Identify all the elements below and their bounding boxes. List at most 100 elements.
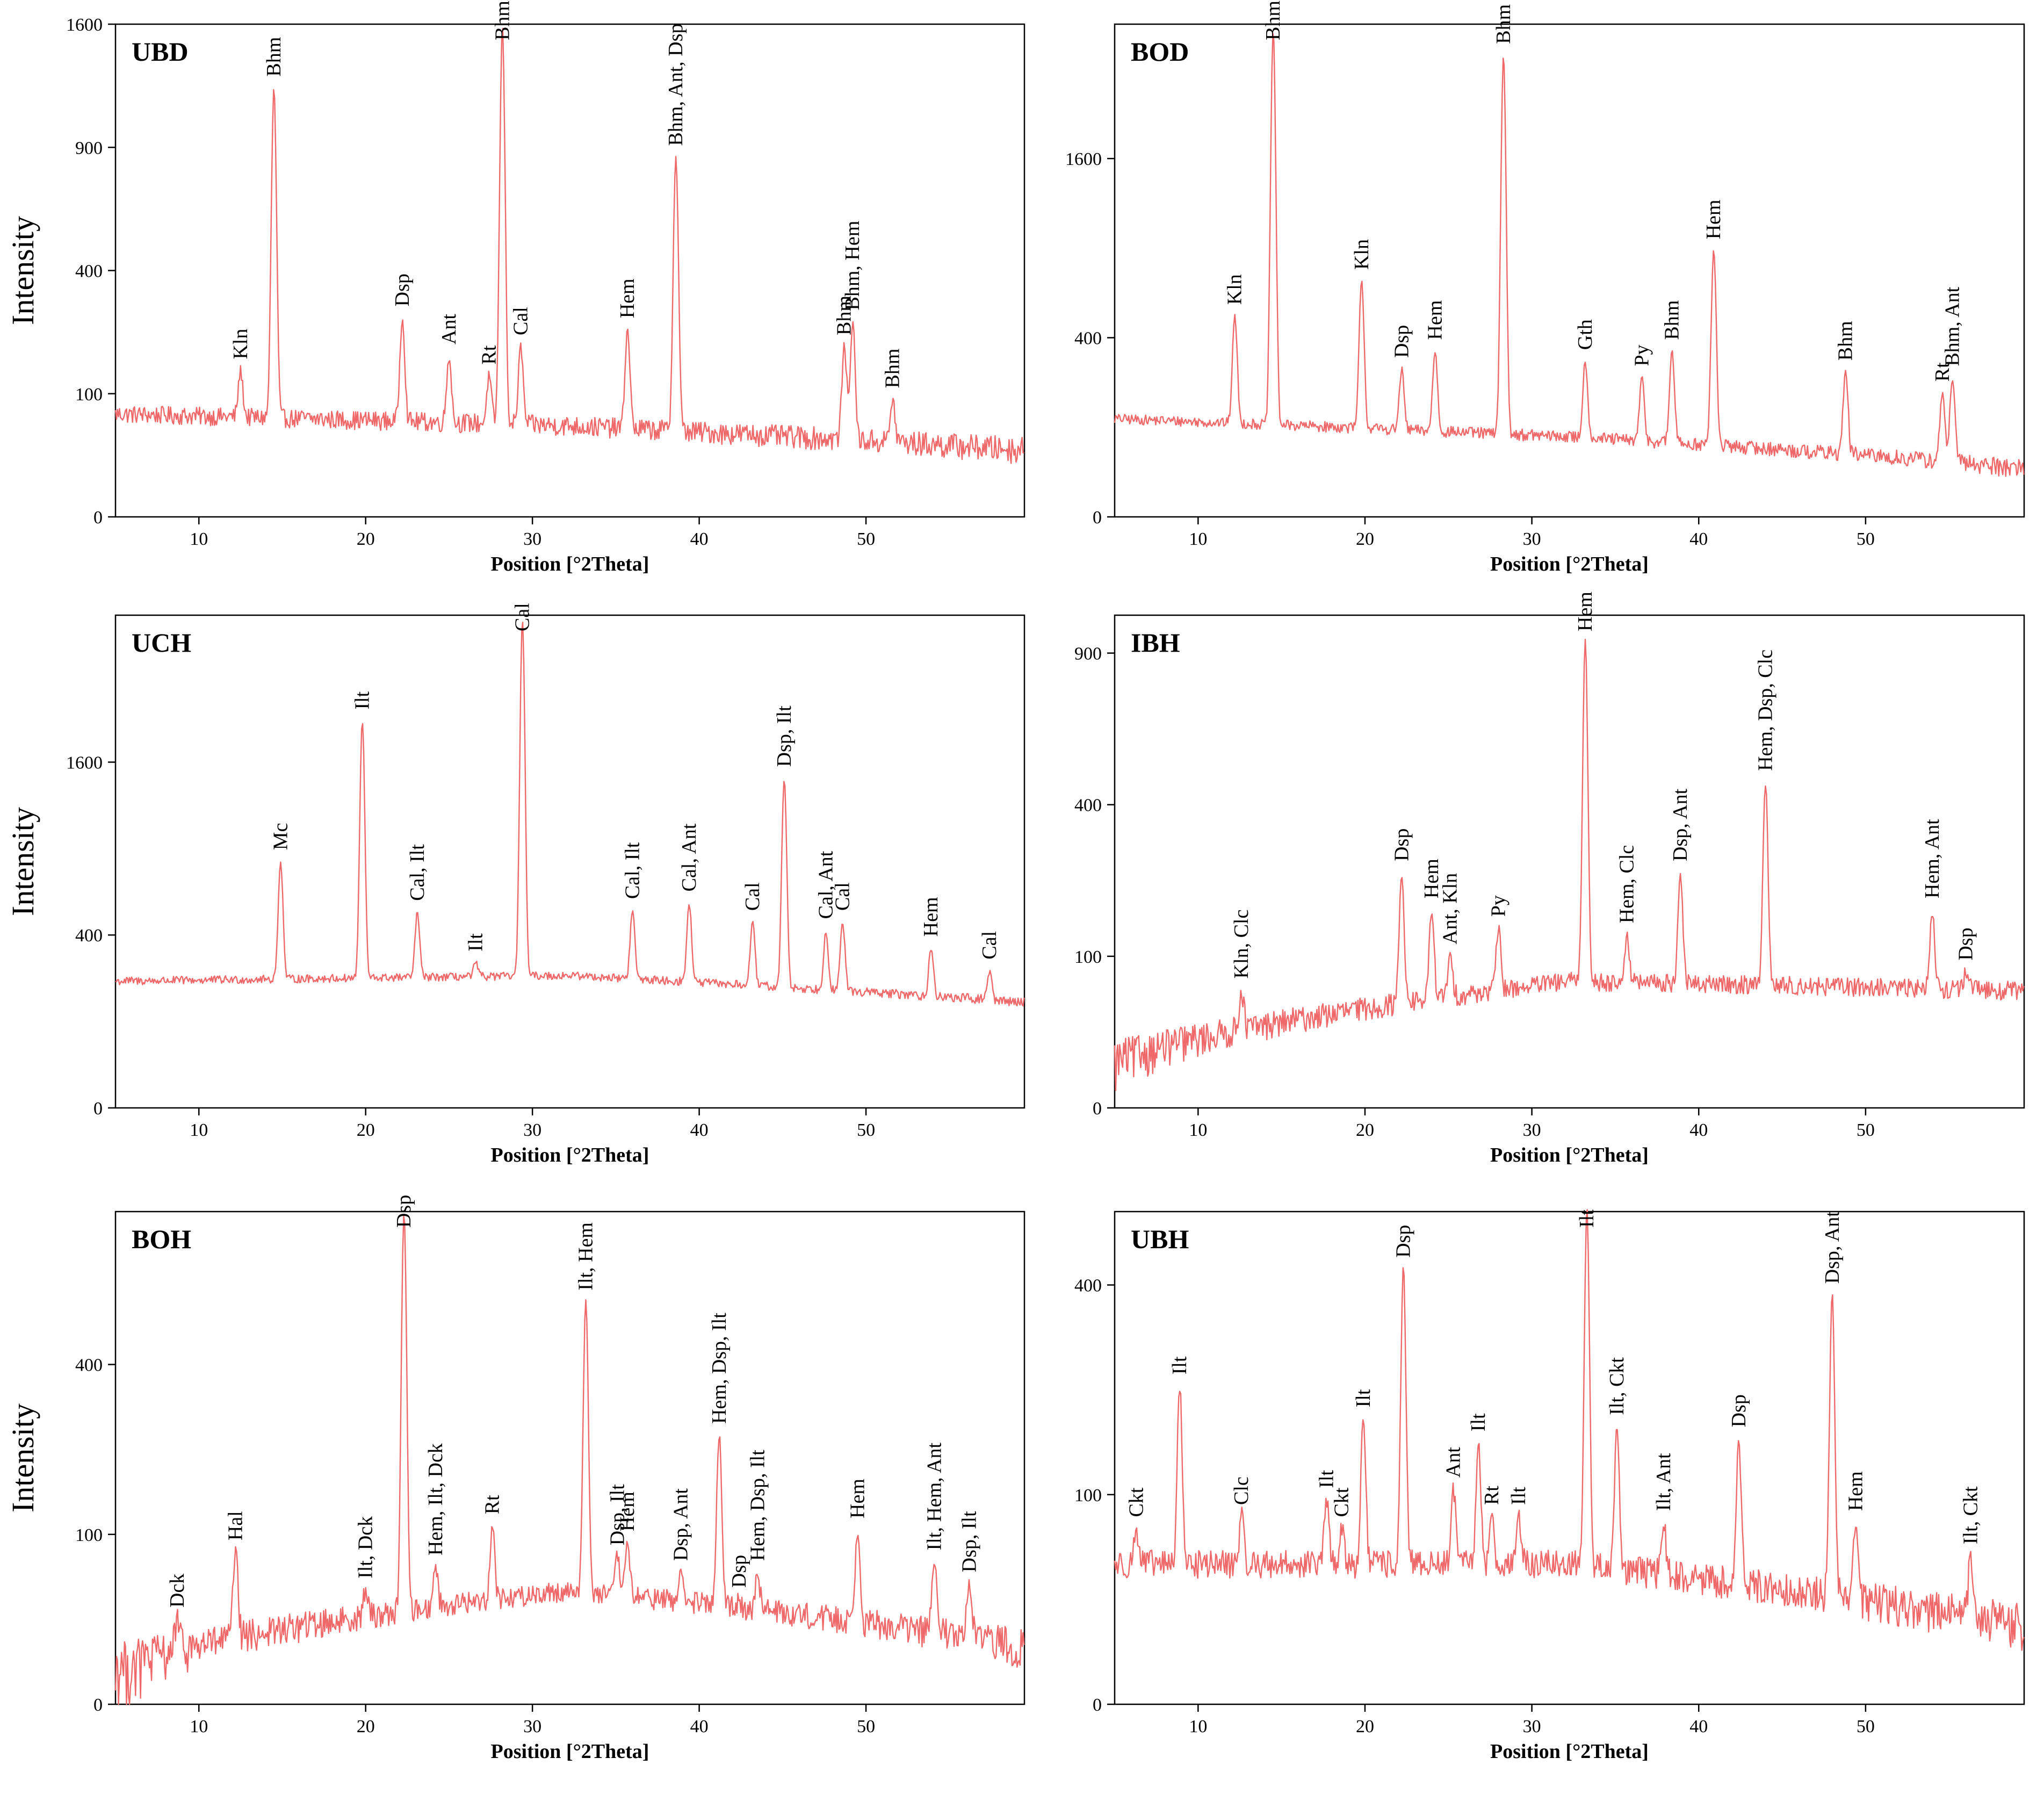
x-tick-label: 20 — [357, 1717, 375, 1737]
peak-label: Hem, Ant — [1921, 819, 1944, 898]
x-axis-label: Position [°2Theta] — [1490, 1740, 1649, 1763]
x-tick-label: 10 — [190, 529, 208, 549]
x-tick-label: 20 — [1356, 529, 1374, 549]
plot-frame — [1114, 614, 2025, 1109]
x-tick-label: 20 — [357, 529, 375, 549]
x-tick-label: 30 — [523, 1120, 541, 1140]
peak-label: Cal, Ilt — [406, 844, 429, 901]
y-tick-label: 100 — [75, 385, 103, 405]
peak-label: Hem — [1574, 592, 1597, 631]
peak-label: Bhm — [1660, 300, 1683, 340]
x-tick-label: 50 — [857, 529, 875, 549]
y-tick-label: 0 — [93, 508, 103, 528]
x-tick-label: 40 — [690, 1717, 709, 1737]
peak-label: Gth — [1574, 319, 1597, 350]
plot-frame — [114, 614, 1025, 1109]
y-tick-label: 1600 — [66, 753, 103, 773]
peak-label: Hal — [224, 1511, 247, 1540]
xrd-trace — [115, 621, 1025, 1007]
peak-label: Cal — [978, 931, 1001, 960]
x-tick-label: 20 — [1356, 1120, 1374, 1140]
y-tick-label: 0 — [93, 1695, 103, 1715]
peak-label: Ant — [1442, 1447, 1465, 1478]
peak-label: Ckt — [1331, 1487, 1353, 1517]
chart-panel-bod: 10 20 30 40 50 0 400 1600 Position [°2Theta] BOD K… — [1065, 1, 2025, 575]
peak-label: Ilt, Dck — [355, 1516, 377, 1579]
peak-label: Dsp, Ilt — [773, 705, 796, 767]
peak-label: Dsp — [1390, 325, 1413, 358]
x-tick-label: 40 — [1689, 1120, 1708, 1140]
x-axis-label: Position [°2Theta] — [1490, 1144, 1649, 1166]
peak-label: Dsp — [1728, 1394, 1750, 1427]
peak-label: Bhm — [833, 296, 856, 335]
peak-label: Kln — [229, 329, 252, 359]
peak-label: Ilt, Hem — [575, 1222, 597, 1291]
x-tick-label: 30 — [523, 529, 541, 549]
panel-title: UCH — [132, 628, 191, 658]
plot-frame — [114, 23, 1025, 518]
peak-label: Bhm, Hem — [841, 221, 864, 311]
peak-label: Cal, Ant — [815, 851, 837, 919]
y-tick-label: 400 — [1074, 796, 1102, 816]
y-tick-label: 0 — [1093, 1695, 1102, 1715]
peak-label: Dsp — [1392, 1225, 1414, 1258]
peak-label: Bhm — [882, 349, 904, 388]
peak-label: Dsp — [1954, 927, 1977, 960]
peak-label: Bhm — [1262, 1, 1284, 40]
peak-label: Ilt — [351, 691, 374, 709]
x-tick-label: 30 — [523, 1717, 541, 1737]
peak-label: Dck — [166, 1574, 189, 1608]
peak-label: Py — [1487, 895, 1509, 917]
y-tick-label: 1600 — [1065, 149, 1102, 169]
x-tick-label: 50 — [857, 1717, 875, 1737]
y-tick-label: 400 — [75, 926, 103, 946]
chart-panel-ubd: 10 20 30 40 50 0 100 400 900 1600 Position [°2Thet… — [5, 1, 1025, 575]
x-tick-label: 20 — [357, 1120, 375, 1140]
peak-label: Dsp — [393, 1195, 415, 1228]
peak-label: Dsp, Ant — [669, 1488, 692, 1561]
peak-label: Hem, Ilt, Dck — [424, 1443, 447, 1555]
peak-label: Ilt — [1315, 1469, 1338, 1488]
peak-label: Rt — [478, 345, 500, 364]
x-axis-label: Position [°2Theta] — [1490, 553, 1649, 575]
y-tick-label: 100 — [1074, 947, 1102, 967]
peak-label: Ant, Kln — [1439, 873, 1461, 945]
xrd-trace — [1114, 33, 2025, 477]
peak-label: Hem, Dsp, Ilt — [708, 1313, 731, 1424]
plot-frame — [1114, 23, 2025, 518]
x-tick-label: 40 — [1689, 1717, 1708, 1737]
peak-label: Rt — [1480, 1486, 1503, 1505]
chart-panel-ubh: 10 20 30 40 50 0 100 400 Position [°2Theta] UBH Ck… — [1074, 1209, 2025, 1763]
x-tick-label: 10 — [1189, 529, 1207, 549]
peak-label: Cal, Ant — [678, 823, 700, 891]
x-tick-label: 30 — [1523, 529, 1541, 549]
peak-label: Ilt, Ckt — [1960, 1486, 1982, 1544]
peak-label: Kln, Clc — [1230, 910, 1253, 979]
peak-label: Dsp, Ilt — [606, 1484, 629, 1545]
peak-label: Ckt — [1125, 1487, 1147, 1517]
peak-label: Dsp — [1390, 829, 1413, 861]
xrd-trace — [1114, 638, 2025, 1091]
peak-label: Bhm, Ant, Dsp — [665, 24, 687, 146]
peak-label: Kln — [1350, 239, 1373, 270]
x-tick-label: 50 — [1857, 529, 1875, 549]
peak-label: Bhm, Ant — [1941, 286, 1963, 366]
x-tick-label: 30 — [1523, 1120, 1541, 1140]
peak-label: Bhm — [263, 37, 285, 77]
panel-title: IBH — [1131, 628, 1180, 658]
y-tick-label: 0 — [93, 1099, 103, 1119]
peak-label: Hem — [1424, 300, 1446, 340]
peak-label: Ilt, Hem, Ant — [923, 1442, 945, 1550]
x-axis-label: Position [°2Theta] — [491, 1144, 649, 1166]
peak-label: Hem — [1702, 200, 1725, 240]
x-axis-label: Position [°2Theta] — [491, 553, 649, 575]
peak-label: Ilt — [1576, 1209, 1598, 1228]
panel-title: BOH — [132, 1224, 191, 1254]
peak-label: Cal — [741, 882, 764, 911]
panel-title: BOD — [1131, 37, 1189, 67]
peak-label: Clc — [1230, 1476, 1253, 1505]
peak-label: Ilt, Ckt — [1606, 1357, 1628, 1415]
y-tick-label: 100 — [75, 1525, 103, 1545]
peak-label: Ilt, Ant — [1652, 1453, 1675, 1511]
chart-panel-boh: 10 20 30 40 50 0 100 400 Position [°2Theta] Inten… — [5, 1195, 1025, 1763]
